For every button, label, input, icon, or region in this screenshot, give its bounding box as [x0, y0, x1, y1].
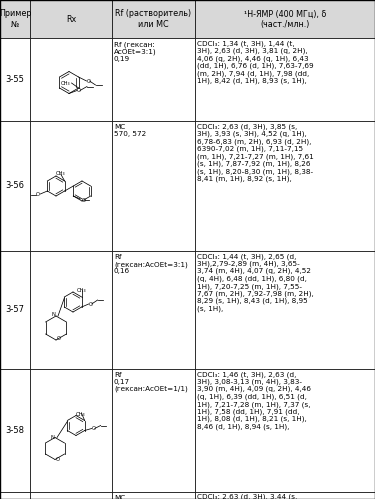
Text: Rf
0,17
(гексан:AcOEt=1/1): Rf 0,17 (гексан:AcOEt=1/1): [114, 372, 188, 393]
Bar: [30, 121, 112, 251]
Bar: [112, 251, 195, 369]
Bar: [0, 121, 30, 251]
Bar: [195, 492, 375, 499]
Text: Rf
(гексан:AcOEt=3:1)
0,16: Rf (гексан:AcOEt=3:1) 0,16: [114, 254, 188, 274]
Bar: [195, 38, 375, 121]
Bar: [30, 0, 112, 38]
Bar: [195, 0, 375, 38]
Text: МС
570, 572: МС 570, 572: [114, 124, 146, 137]
Text: МС
538, 540: МС 538, 540: [114, 495, 146, 499]
Text: 3-55: 3-55: [6, 75, 24, 84]
Text: CDCl₃: 1,34 (t, 3H), 1,44 (t,
3H), 2,63 (d, 3H), 3,81 (q, 2H),
4,06 (q, 2H), 4,4: CDCl₃: 1,34 (t, 3H), 1,44 (t, 3H), 2,63 …: [197, 40, 314, 84]
Text: ¹H-ЯМР (400 МГц), δ
(част./млн.): ¹H-ЯМР (400 МГц), δ (част./млн.): [244, 9, 326, 29]
Text: CH₃: CH₃: [56, 171, 66, 176]
Bar: [195, 121, 375, 251]
Text: CDCl₃: 2,63 (d, 3H), 3,85 (s,
3H), 3,93 (s, 3H), 4,52 (q, 1H),
6,78-6,83 (m, 2H): CDCl₃: 2,63 (d, 3H), 3,85 (s, 3H), 3,93 …: [197, 123, 314, 182]
Bar: [112, 0, 195, 38]
Text: 3-57: 3-57: [6, 305, 24, 314]
Bar: [30, 492, 112, 499]
Bar: [0, 369, 30, 492]
Bar: [30, 369, 112, 492]
Bar: [0, 492, 30, 499]
Text: O: O: [87, 78, 90, 83]
Bar: [112, 369, 195, 492]
Bar: [195, 251, 375, 369]
Text: N: N: [50, 435, 54, 440]
Text: Пример
№: Пример №: [0, 9, 31, 29]
Text: 3-58: 3-58: [6, 426, 24, 435]
Text: CH₃: CH₃: [61, 80, 70, 85]
Text: O: O: [35, 193, 39, 198]
Bar: [112, 38, 195, 121]
Bar: [0, 0, 30, 38]
Text: N: N: [51, 312, 55, 317]
Text: CDCl₃: 2,63 (d, 3H), 3,44 (s,
3H), 3,65 (t, 3H), 3,69-3,73 (m,
2H), 4,10-4,15 (m: CDCl₃: 2,63 (d, 3H), 3,44 (s, 3H), 3,65 …: [197, 494, 312, 499]
Text: CDCl₃: 1,44 (t, 3H), 2,65 (d,
3H),2,79-2,89 (m, 4H), 3,65-
3,74 (m, 4H), 4,07 (q: CDCl₃: 1,44 (t, 3H), 2,65 (d, 3H),2,79-2…: [197, 253, 314, 312]
Bar: [0, 38, 30, 121]
Text: CH₃: CH₃: [77, 288, 87, 293]
Bar: [195, 369, 375, 492]
Bar: [112, 492, 195, 499]
Text: O: O: [81, 198, 86, 203]
Text: Rx: Rx: [66, 14, 76, 23]
Text: CDCl₃: 1,46 (t, 3H), 2,63 (d,
3H), 3,08-3,13 (m, 4H), 3,83-
3,90 (m, 4H), 4,09 (: CDCl₃: 1,46 (t, 3H), 2,63 (d, 3H), 3,08-…: [197, 371, 311, 430]
Text: CH₃: CH₃: [76, 412, 86, 417]
Text: O: O: [77, 88, 81, 93]
Text: O: O: [56, 457, 60, 462]
Bar: [112, 121, 195, 251]
Text: Rf (гексан:
AcOEt=3:1)
0,19: Rf (гексан: AcOEt=3:1) 0,19: [114, 41, 157, 62]
Text: 3-56: 3-56: [6, 182, 24, 191]
Text: O: O: [88, 301, 93, 306]
Bar: [0, 251, 30, 369]
Text: O: O: [92, 426, 96, 431]
Bar: [30, 38, 112, 121]
Text: Rf (растворитель)
или МС: Rf (растворитель) или МС: [116, 9, 192, 29]
Bar: [30, 251, 112, 369]
Text: O: O: [57, 336, 61, 341]
